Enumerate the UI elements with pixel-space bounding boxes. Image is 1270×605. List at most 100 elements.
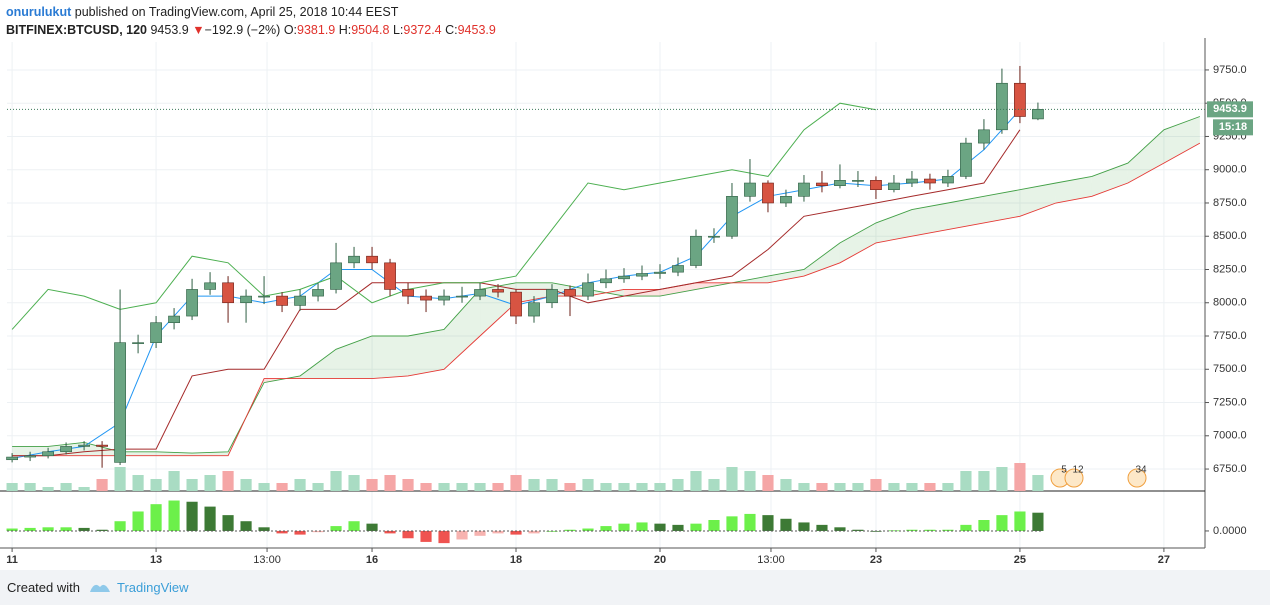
candle-body [870, 180, 882, 190]
macd-bar [654, 523, 666, 531]
candle-body [618, 275, 630, 280]
volume-bar [852, 483, 864, 491]
volume-bar [384, 475, 396, 491]
macd-bar [780, 518, 792, 531]
volume-bar [600, 483, 612, 491]
candle-body [150, 322, 162, 343]
macd-bar [438, 530, 450, 544]
cloud-fill [659, 282, 696, 297]
author[interactable]: onurulukut [6, 5, 72, 19]
volume-bar [6, 483, 18, 491]
volume-bar [132, 475, 144, 491]
logo-shape [90, 584, 110, 592]
macd-bar [258, 527, 270, 531]
cloud-fill [983, 189, 1020, 223]
macd-bar [204, 506, 216, 531]
volume-bar [222, 471, 234, 491]
cloud-fill [1055, 176, 1092, 203]
macd-bar [978, 520, 990, 531]
candle-body [204, 282, 216, 290]
o-value: 9381.9 [297, 23, 336, 37]
macd-bar [222, 515, 234, 531]
volume-bar [402, 479, 414, 491]
candle-body [636, 273, 648, 277]
countdown-box [1213, 119, 1253, 136]
volume-bar [186, 479, 198, 491]
cloud-fill [444, 289, 481, 370]
candle-body [438, 295, 450, 301]
candle-body [312, 289, 324, 297]
candle-body [672, 265, 684, 273]
candle-body [744, 182, 756, 197]
macd-bar [834, 527, 846, 531]
macd-bar [798, 522, 810, 531]
y-tick-label: 7500.0 [1213, 363, 1247, 375]
volume-bar [996, 467, 1008, 491]
candle-body [96, 444, 108, 447]
header-line-1: onurulukut published on TradingView.com,… [6, 3, 496, 21]
macd-bar [528, 530, 540, 534]
symbol: BITFINEX:BTCUSD, 120 [6, 23, 147, 37]
y-tick-label: 7750.0 [1213, 330, 1247, 342]
y-tick-label: 8000.0 [1213, 297, 1247, 309]
macd-bar [942, 529, 954, 531]
volume-bar [294, 479, 306, 491]
macd-bar [330, 526, 342, 531]
cloud-fill [803, 242, 840, 277]
volume-bar [258, 483, 270, 491]
volume-bar [1032, 475, 1044, 491]
candle-body [960, 142, 972, 177]
event-icon [1127, 468, 1147, 488]
l-label: L: [392, 23, 404, 37]
volume-bar [510, 475, 522, 491]
candle-body [798, 182, 810, 197]
cloud-fill [408, 329, 445, 376]
cloud-fill [1127, 129, 1164, 184]
volume-bar [42, 487, 54, 491]
volume-bar [204, 475, 216, 491]
volume-bar [330, 471, 342, 491]
volume-bar [762, 475, 774, 491]
event-label: 12 [1072, 465, 1084, 476]
x-tick-label: 13:00 [253, 554, 281, 566]
candle-body [996, 82, 1008, 131]
x-tick-label: 18 [510, 554, 522, 566]
volume-bar [888, 483, 900, 491]
macd-bar [726, 516, 738, 531]
candle-body [834, 180, 846, 186]
candle-body [600, 278, 612, 284]
macd-bar [132, 511, 144, 531]
x-tick-label: 20 [654, 554, 666, 566]
candle-body [474, 289, 486, 297]
cloud-fill [300, 349, 337, 379]
cloud-fill [120, 451, 157, 456]
volume-bar [78, 487, 90, 491]
c-label: C: [445, 23, 458, 37]
volume-bar [780, 479, 792, 491]
macd-bar [672, 524, 684, 531]
volume-bar [798, 483, 810, 491]
volume-bar [564, 483, 576, 491]
candle-body [240, 295, 252, 304]
macd-bar [510, 530, 522, 535]
x-tick-label: 27 [1158, 554, 1170, 566]
indicator-line [12, 129, 1021, 457]
c-value: 9453.9 [457, 23, 496, 37]
cloud-fill [839, 222, 876, 263]
candle-body [654, 271, 666, 274]
change: −192.9 (−2%) [204, 23, 281, 37]
candle-body [780, 196, 792, 204]
candle-body [564, 289, 576, 297]
macd-bar [240, 521, 252, 531]
macd-bar [294, 530, 306, 535]
volume-bar [456, 483, 468, 491]
volume-bar [366, 479, 378, 491]
x-tick-label: 13:00 [757, 554, 785, 566]
macd-bar [582, 528, 594, 531]
macd-bar [114, 521, 126, 531]
volume-bar [978, 471, 990, 491]
volume-bar [24, 483, 36, 491]
x-tick-label: 16 [366, 554, 378, 566]
macd-bar [60, 527, 72, 531]
brand[interactable]: TradingView [117, 580, 189, 595]
